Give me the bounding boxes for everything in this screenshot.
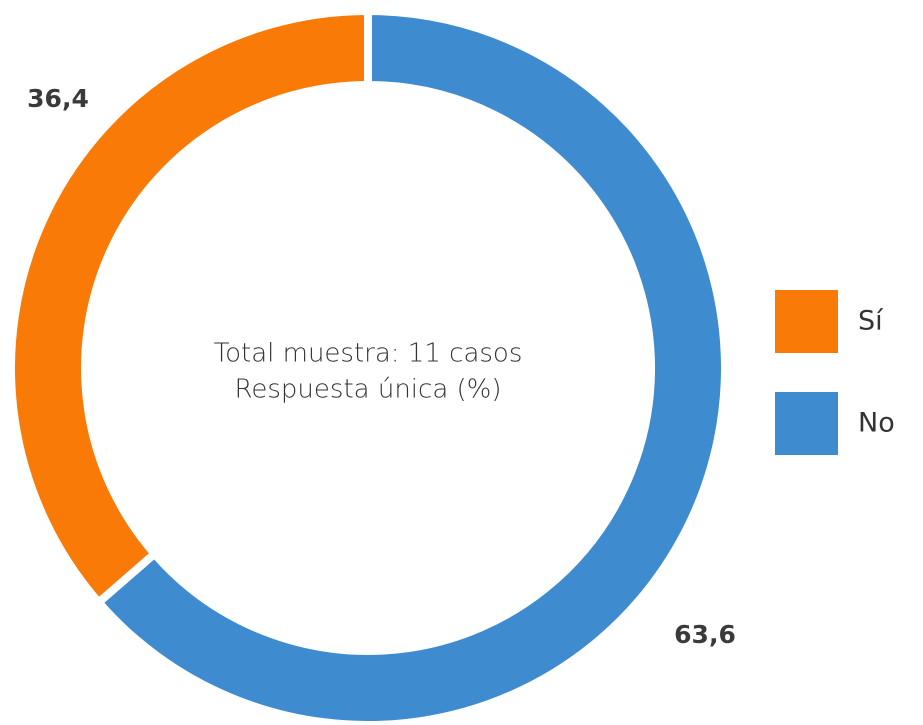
center-text: Total muestra: 11 casos (214, 339, 523, 369)
legend-label: No (858, 408, 895, 439)
donut-slice (93, 6, 729, 725)
value-label: 63,6 (674, 620, 736, 649)
legend-label: Sí (858, 306, 884, 337)
donut-slice (7, 6, 372, 609)
legend-swatch (775, 290, 838, 353)
center-text: Respuesta única (%) (234, 375, 501, 405)
value-label: 36,4 (27, 84, 89, 113)
legend-swatch (775, 392, 838, 455)
